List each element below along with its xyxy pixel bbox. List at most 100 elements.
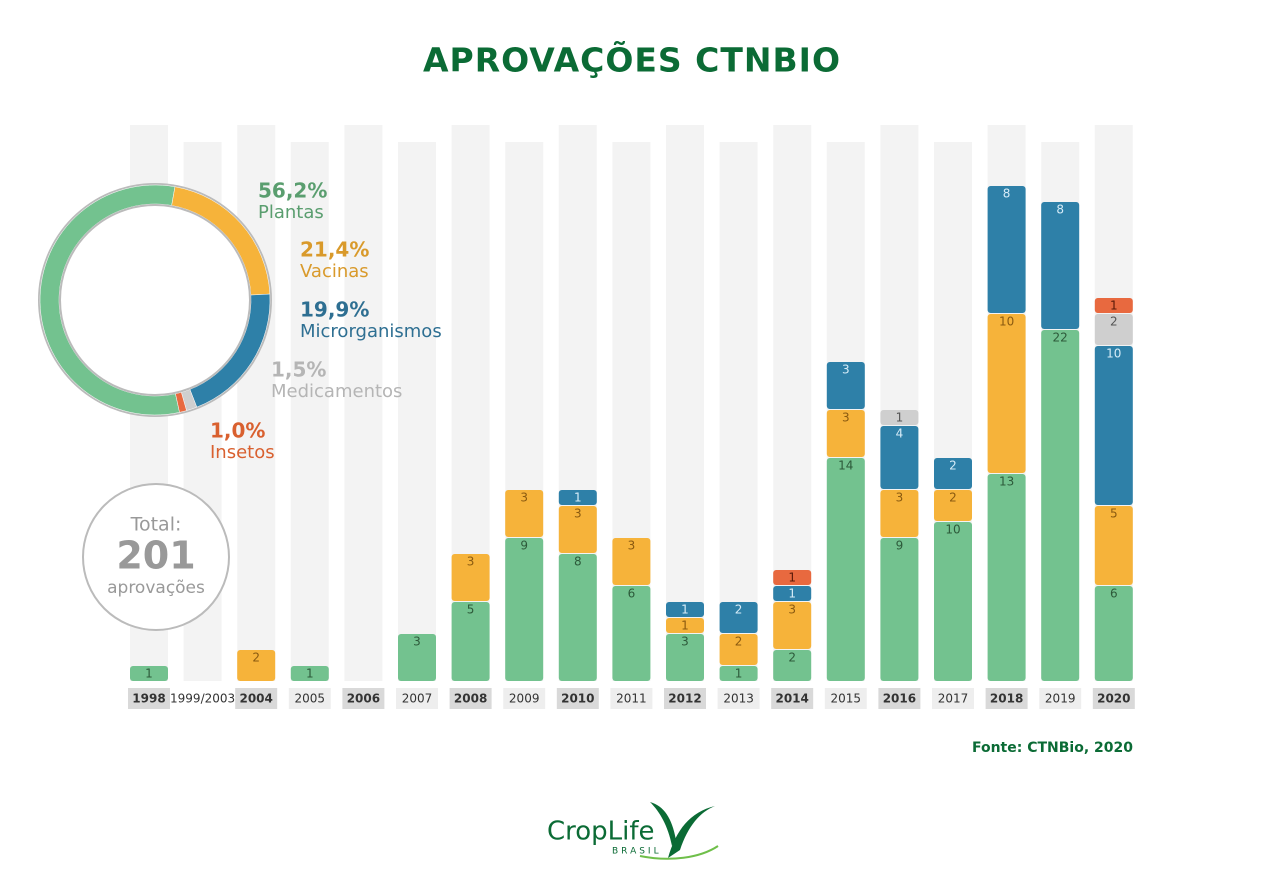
logo: CropLife BRASIL	[547, 802, 719, 860]
column-bg	[344, 125, 383, 681]
bar-value-label: 3	[628, 539, 636, 553]
legend-value: 1,0%	[210, 419, 265, 443]
bar-segment	[880, 538, 919, 681]
bar-segment	[880, 426, 919, 489]
bar-value-label: 2	[735, 603, 743, 617]
legend-label: Medicamentos	[271, 381, 402, 402]
bar-segment	[1094, 506, 1133, 585]
legend-value: 21,4%	[300, 238, 369, 262]
x-tick-label: 2020	[1097, 692, 1130, 706]
x-tick-label: 2006	[347, 692, 380, 706]
legend-label: Microrganismos	[300, 321, 442, 342]
legend-label: Vacinas	[300, 261, 369, 282]
bar-segment	[1041, 202, 1080, 329]
bar-value-label: 9	[896, 539, 904, 553]
bar-segment	[880, 490, 919, 537]
x-tick-label: 2014	[775, 692, 808, 706]
x-tick-label: 2005	[295, 692, 326, 706]
total-unit: aprovações	[107, 578, 205, 598]
bar-value-label: 1	[306, 667, 314, 681]
source: Fonte: CTNBio, 2020	[972, 740, 1133, 756]
logo-country: BRASIL	[612, 847, 662, 857]
bar-value-label: 3	[842, 363, 850, 377]
bar-segment	[666, 634, 704, 681]
bar-value-label: 1	[574, 491, 582, 505]
x-tick-label: 1998	[132, 692, 165, 706]
bar-segment	[826, 362, 865, 409]
bar-segment	[666, 602, 704, 617]
bar-segment	[558, 490, 597, 505]
bar-value-label: 13	[999, 475, 1014, 489]
bar-value-label: 8	[1056, 203, 1064, 217]
x-tick-label: 2008	[454, 692, 487, 706]
x-label-bg	[771, 688, 814, 709]
bar-segment	[398, 634, 436, 681]
bar-value-label: 1	[735, 667, 743, 681]
bar-value-label: 8	[1003, 187, 1011, 201]
bar-value-label: 10	[999, 315, 1014, 329]
x-tick-label: 2017	[938, 692, 969, 706]
legend-value: 19,9%	[300, 298, 369, 322]
x-label-bg	[878, 688, 921, 709]
bar-segment	[451, 602, 490, 681]
bar-value-label: 10	[1106, 347, 1121, 361]
x-label-bg	[664, 688, 706, 709]
bar-segment	[290, 666, 329, 681]
bar-value-label: 1	[1110, 299, 1118, 313]
bar-value-label: 6	[1110, 587, 1118, 601]
logo-name: CropLife	[547, 817, 655, 847]
bar-value-label: 3	[413, 635, 421, 649]
x-tick-label: 2012	[668, 692, 701, 706]
x-label-bg	[235, 688, 278, 709]
bar-segment	[934, 458, 972, 489]
x-tick-label: 2018	[990, 692, 1023, 706]
bar-value-label: 2	[949, 459, 957, 473]
bar-value-label: 1	[145, 667, 153, 681]
x-label-bg	[342, 688, 385, 709]
bar-segment	[1094, 346, 1133, 505]
bar-value-label: 1	[681, 619, 689, 633]
bar-segment	[987, 186, 1026, 313]
bar-value-label: 22	[1053, 331, 1068, 345]
bar-value-label: 3	[681, 635, 689, 649]
bar-value-label: 5	[1110, 507, 1118, 521]
x-tick-label: 2004	[239, 692, 272, 706]
bar-value-label: 1	[788, 587, 796, 601]
x-label-bg	[503, 688, 546, 709]
bar-value-label: 1	[681, 603, 689, 617]
x-label-bg	[985, 688, 1028, 709]
x-tick-label: 2015	[831, 692, 862, 706]
column-bg	[398, 142, 436, 681]
bar-segment	[505, 490, 544, 537]
logo-swoosh	[639, 845, 719, 860]
bar-segment	[773, 602, 812, 649]
bar-segment	[1094, 298, 1133, 313]
bar-segment	[451, 554, 490, 601]
bar-segment	[934, 490, 972, 521]
bar-value-label: 3	[896, 491, 904, 505]
bar-segment	[558, 506, 597, 553]
column-bg	[719, 142, 758, 681]
legend-label: Insetos	[210, 442, 275, 463]
logo-leaf	[650, 802, 676, 846]
bar-value-label: 2	[735, 635, 743, 649]
bar-segment	[826, 410, 865, 457]
x-label-bg	[1092, 688, 1135, 709]
bar-segment	[719, 666, 758, 681]
bar-value-label: 9	[520, 539, 528, 553]
x-tick-label: 2011	[616, 692, 647, 706]
bar-value-label: 14	[838, 459, 853, 473]
bar-value-label: 3	[842, 411, 850, 425]
column-bg	[666, 125, 704, 681]
bar-segment	[1094, 314, 1133, 345]
bar-segment	[773, 586, 812, 601]
bar-value-label: 8	[574, 555, 582, 569]
bar-value-label: 1	[896, 411, 904, 425]
bar-segment	[826, 458, 865, 681]
x-tick-label: 2016	[883, 692, 916, 706]
bar-value-label: 3	[788, 603, 796, 617]
bar-segment	[558, 554, 597, 681]
x-label-bg	[1039, 688, 1082, 709]
x-label-bg	[610, 688, 653, 709]
